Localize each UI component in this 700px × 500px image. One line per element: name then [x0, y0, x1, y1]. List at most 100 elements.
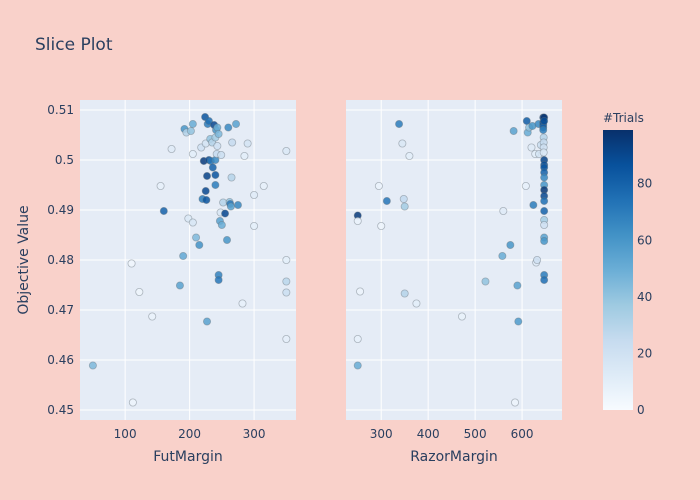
- scatter-point[interactable]: [214, 129, 223, 138]
- colorbar-gradient: [603, 130, 633, 410]
- colorbar-tick-label: 60: [637, 233, 652, 247]
- scatter-point[interactable]: [529, 200, 538, 209]
- scatter-point[interactable]: [213, 141, 222, 150]
- scatter-point[interactable]: [167, 144, 176, 153]
- scatter-point[interactable]: [412, 299, 421, 308]
- scatter-point[interactable]: [540, 220, 549, 229]
- scatter-point[interactable]: [540, 196, 549, 205]
- scatter-point[interactable]: [522, 117, 531, 126]
- scatter-point[interactable]: [88, 361, 97, 370]
- scatter-point[interactable]: [195, 240, 204, 249]
- x-tick-label: 100: [114, 427, 137, 441]
- scatter-point[interactable]: [179, 251, 188, 260]
- scatter-point[interactable]: [527, 143, 536, 152]
- scatter-point[interactable]: [214, 275, 223, 284]
- scatter-point[interactable]: [540, 275, 549, 284]
- x-tick-label: 300: [243, 427, 266, 441]
- y-tick-label: 0.49: [47, 203, 74, 217]
- scatter-point[interactable]: [201, 186, 210, 195]
- scatter-point[interactable]: [514, 317, 523, 326]
- scatter-point[interactable]: [481, 277, 490, 286]
- colorbar: #Trials 0 20 40 60 80: [603, 111, 652, 417]
- scatter-point[interactable]: [405, 151, 414, 160]
- scatter-point[interactable]: [395, 120, 404, 129]
- scatter-point[interactable]: [498, 251, 507, 260]
- scatter-point[interactable]: [250, 221, 259, 230]
- scatter-point[interactable]: [233, 200, 242, 209]
- scatter-point[interactable]: [127, 259, 136, 268]
- scatter-point[interactable]: [188, 120, 197, 129]
- scatter-point[interactable]: [506, 240, 515, 249]
- scatter-point[interactable]: [208, 163, 217, 172]
- scatter-point[interactable]: [499, 206, 508, 215]
- scatter-point[interactable]: [175, 281, 184, 290]
- scatter-point[interactable]: [511, 398, 520, 407]
- scatter-point[interactable]: [540, 173, 549, 182]
- scatter-point[interactable]: [211, 180, 220, 189]
- chart-title: Slice Plot: [35, 35, 113, 55]
- scatter-point[interactable]: [540, 117, 549, 126]
- scatter-point[interactable]: [282, 277, 291, 286]
- scatter-point[interactable]: [521, 181, 530, 190]
- scatter-point[interactable]: [156, 181, 165, 190]
- scatter-point[interactable]: [356, 287, 365, 296]
- scatter-point[interactable]: [238, 299, 247, 308]
- scatter-point[interactable]: [243, 139, 252, 148]
- scatter-point[interactable]: [188, 218, 197, 227]
- scatter-point[interactable]: [135, 287, 144, 296]
- scatter-point[interactable]: [159, 206, 168, 215]
- scatter-point[interactable]: [186, 127, 195, 136]
- scatter-points: [88, 113, 291, 407]
- y-tick-label: 0.48: [47, 253, 74, 267]
- scatter-point[interactable]: [539, 148, 548, 157]
- scatter-point[interactable]: [377, 221, 386, 230]
- scatter-point[interactable]: [282, 288, 291, 297]
- scatter-point[interactable]: [226, 202, 235, 211]
- scatter-point[interactable]: [282, 255, 291, 264]
- scatter-point[interactable]: [204, 117, 213, 126]
- scatter-point[interactable]: [227, 173, 236, 182]
- scatter-point[interactable]: [203, 171, 212, 180]
- colorbar-tick-label: 0: [637, 403, 645, 417]
- scatter-point[interactable]: [211, 170, 220, 179]
- scatter-point[interactable]: [382, 196, 391, 205]
- scatter-point[interactable]: [232, 120, 241, 129]
- scatter-point[interactable]: [240, 151, 249, 160]
- scatter-point[interactable]: [217, 150, 226, 159]
- scatter-point[interactable]: [148, 312, 157, 321]
- scatter-point[interactable]: [224, 123, 233, 132]
- scatter-point[interactable]: [374, 181, 383, 190]
- scatter-point[interactable]: [217, 220, 226, 229]
- scatter-point[interactable]: [213, 123, 222, 132]
- y-axis-title: Objective Value: [16, 205, 32, 314]
- scatter-point[interactable]: [399, 194, 408, 203]
- scatter-point[interactable]: [282, 146, 291, 155]
- x-tick-label: 400: [417, 427, 440, 441]
- scatter-point[interactable]: [188, 149, 197, 158]
- scatter-point[interactable]: [250, 190, 259, 199]
- scatter-point[interactable]: [228, 138, 237, 147]
- scatter-point[interactable]: [457, 312, 466, 321]
- scatter-point[interactable]: [221, 209, 230, 218]
- scatter-point[interactable]: [353, 216, 362, 225]
- scatter-point[interactable]: [203, 317, 212, 326]
- scatter-point[interactable]: [398, 139, 407, 148]
- scatter-point[interactable]: [353, 361, 362, 370]
- scatter-point[interactable]: [353, 334, 362, 343]
- scatter-point[interactable]: [509, 127, 518, 136]
- scatter-point[interactable]: [282, 334, 291, 343]
- y-tick-label: 0.45: [47, 403, 74, 417]
- scatter-point[interactable]: [128, 398, 137, 407]
- colorbar-tick-label: 20: [637, 346, 652, 360]
- scatter-point[interactable]: [259, 181, 268, 190]
- scatter-point[interactable]: [400, 289, 409, 298]
- scatter-point[interactable]: [539, 126, 548, 135]
- scatter-point[interactable]: [513, 281, 522, 290]
- scatter-point[interactable]: [202, 195, 211, 204]
- scatter-point[interactable]: [540, 236, 549, 245]
- scatter-point[interactable]: [192, 233, 201, 242]
- scatter-point[interactable]: [223, 235, 232, 244]
- scatter-point[interactable]: [400, 202, 409, 211]
- scatter-point[interactable]: [533, 255, 542, 264]
- scatter-point[interactable]: [540, 206, 549, 215]
